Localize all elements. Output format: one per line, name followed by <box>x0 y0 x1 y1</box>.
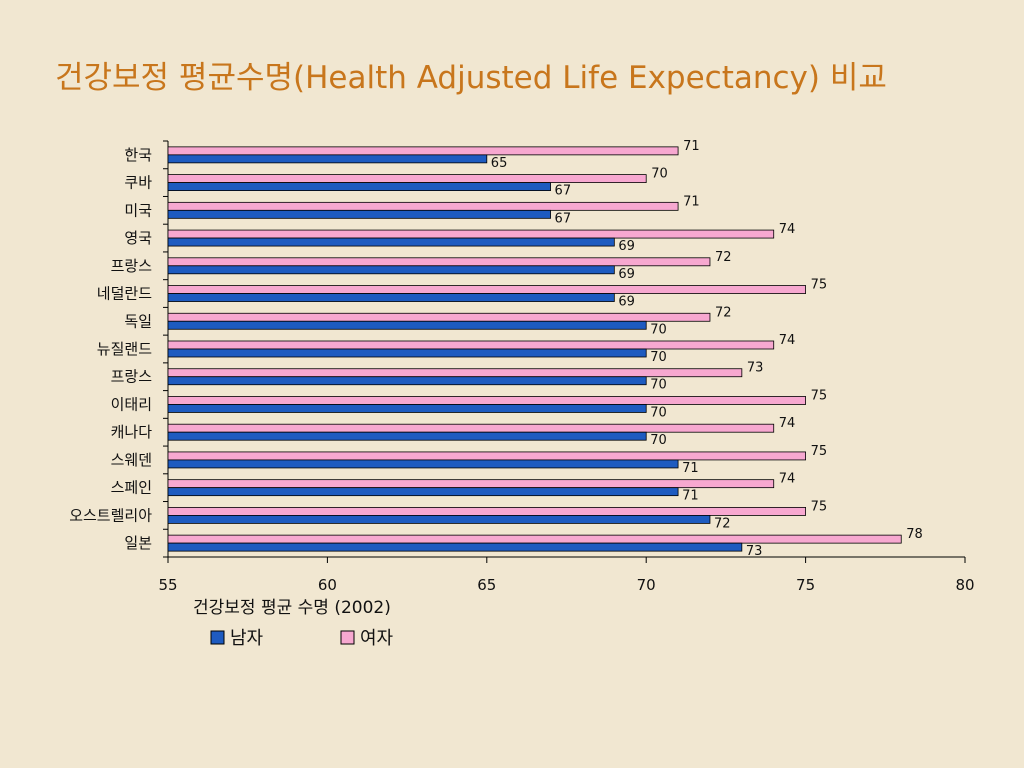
category-label: 일본 <box>124 534 152 552</box>
data-label-female: 70 <box>651 167 668 182</box>
data-label-female: 74 <box>779 472 796 487</box>
data-label-male: 71 <box>682 461 699 476</box>
bar-male <box>167 320 647 330</box>
data-label-female: 74 <box>779 416 796 431</box>
data-label-male: 70 <box>650 322 667 337</box>
category-label: 뉴질랜드 <box>97 340 152 358</box>
category-label: 프랑스 <box>111 368 153 386</box>
category-label: 이태리 <box>111 395 152 413</box>
category-label: 한국 <box>124 146 152 164</box>
bar-female <box>167 451 806 461</box>
category-label: 네덜란드 <box>97 285 152 303</box>
data-label-female: 71 <box>683 139 700 154</box>
category-label: 스페인 <box>111 479 152 497</box>
data-label-female: 75 <box>811 278 828 293</box>
data-label-male: 67 <box>555 211 572 226</box>
data-label-female: 75 <box>811 444 828 459</box>
data-label-female: 75 <box>811 388 828 403</box>
data-label-female: 74 <box>779 333 796 348</box>
category-label: 독일 <box>124 312 152 330</box>
bar-female <box>167 174 647 184</box>
bar-female <box>167 201 679 211</box>
data-label-male: 70 <box>650 378 667 393</box>
data-label-male: 67 <box>555 184 572 199</box>
bar-female <box>167 506 806 516</box>
x-tick-label: 70 <box>637 576 656 594</box>
legend-label-male: 남자 <box>230 628 264 649</box>
bar-female <box>167 423 775 433</box>
data-label-female: 72 <box>715 305 732 320</box>
bar-male <box>167 376 647 386</box>
bar-female <box>167 534 902 544</box>
data-label-female: 78 <box>906 527 923 542</box>
category-label: 프랑스 <box>111 257 153 275</box>
data-label-male: 69 <box>618 295 635 310</box>
data-label-male: 69 <box>618 239 635 254</box>
bar-male <box>167 404 647 413</box>
bar-female <box>167 146 679 156</box>
category-label: 오스트렐리아 <box>69 506 152 524</box>
data-label-male: 70 <box>650 350 667 365</box>
data-label-male: 72 <box>714 516 731 531</box>
bar-male <box>167 237 615 247</box>
legend-swatch-female <box>340 630 355 645</box>
bar-male <box>167 459 679 469</box>
data-label-female: 74 <box>779 222 796 237</box>
bar-male <box>167 515 711 524</box>
bar-female <box>167 229 775 239</box>
bar-male <box>167 265 615 275</box>
data-label-male: 69 <box>618 267 635 282</box>
x-tick-label: 65 <box>477 576 496 594</box>
bar-male <box>167 182 551 192</box>
bar-male <box>167 487 679 497</box>
category-label: 쿠바 <box>124 174 152 192</box>
data-label-male: 71 <box>682 489 699 504</box>
data-label-male: 70 <box>650 405 667 420</box>
x-tick-label: 55 <box>158 576 177 594</box>
bar-male <box>167 293 615 302</box>
data-label-male: 65 <box>491 156 508 171</box>
slide-title: 건강보정 평균수명(Health Adjusted Life Expectanc… <box>55 60 887 96</box>
x-tick-label: 60 <box>318 576 337 594</box>
legend-swatch-male <box>210 630 225 645</box>
data-label-female: 73 <box>747 361 764 376</box>
legend: 남자 여자 <box>210 628 394 649</box>
bar-female <box>167 312 711 322</box>
data-label-female: 71 <box>683 194 700 209</box>
bar-female <box>167 396 806 405</box>
x-axis-title: 건강보정 평균 수명 (2002) <box>193 598 391 618</box>
x-tick-label: 75 <box>796 576 815 594</box>
bar-female <box>167 257 711 267</box>
bar-female <box>167 479 775 489</box>
legend-label-female: 여자 <box>360 628 394 649</box>
data-label-male: 70 <box>650 433 667 448</box>
bar-male <box>167 348 647 358</box>
data-label-female: 72 <box>715 250 732 265</box>
category-label: 스웨덴 <box>111 451 152 469</box>
bar-female <box>167 340 775 350</box>
category-label: 미국 <box>124 201 152 219</box>
category-label: 캐나다 <box>111 423 153 441</box>
bar-female <box>167 368 743 378</box>
bar-male <box>167 154 488 164</box>
data-label-female: 75 <box>811 499 828 514</box>
x-tick-label: 80 <box>955 576 974 594</box>
category-label: 영국 <box>124 229 152 247</box>
bar-male <box>167 209 551 219</box>
plot-area: 55 60 65 70 75 80 한국 71 65 쿠바 70 67 미국 71 67 영국 74 69 프랑스 7… <box>69 139 974 594</box>
data-label-male: 73 <box>746 544 763 559</box>
bar-male <box>167 542 743 552</box>
bar-female <box>167 285 806 294</box>
bar-male <box>167 431 647 441</box>
